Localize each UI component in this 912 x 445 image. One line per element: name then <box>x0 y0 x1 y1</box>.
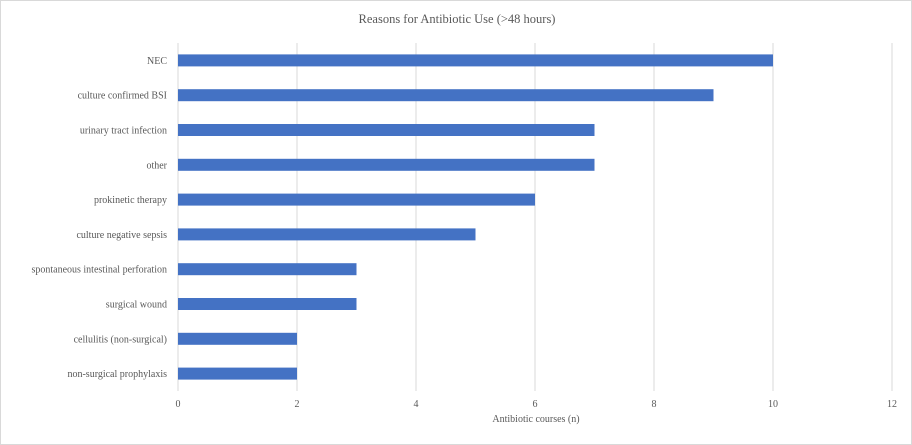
x-tick-label: 0 <box>176 399 181 410</box>
x-tick-label: 12 <box>887 399 897 410</box>
bar <box>178 228 476 241</box>
category-label: prokinetic therapy <box>94 195 167 206</box>
category-label: surgical wound <box>106 300 167 311</box>
x-tick-label: 2 <box>295 399 300 410</box>
category-label: non-surgical prophylaxis <box>67 369 167 380</box>
category-label: culture confirmed BSI <box>78 91 167 102</box>
category-label: culture negative sepsis <box>76 230 167 241</box>
category-label: spontaneous intestinal perforation <box>31 265 167 276</box>
category-label: other <box>146 160 167 171</box>
x-tick-label: 6 <box>533 399 538 410</box>
x-tick-label: 8 <box>652 399 657 410</box>
x-axis-label: Antibiotic courses (n) <box>492 414 579 425</box>
bar <box>178 124 595 136</box>
category-labels: NEC culture confirmed BSI urinary tract in… <box>31 56 167 380</box>
category-label: NEC <box>147 56 167 67</box>
bar <box>178 332 297 345</box>
chart-title: Reasons for Antibiotic Use (>48 hours) <box>359 12 556 26</box>
bar <box>178 263 357 276</box>
bars <box>178 54 773 380</box>
x-tick-labels: 0 2 4 6 8 10 12 <box>176 399 898 410</box>
bar <box>178 367 297 380</box>
category-label: urinary tract infection <box>80 126 167 137</box>
bar <box>178 158 595 171</box>
bar <box>178 193 535 206</box>
bar <box>178 54 773 67</box>
category-label: cellulitis (non-surgical) <box>74 334 167 345</box>
x-tick-label: 10 <box>768 399 778 410</box>
bar <box>178 89 714 102</box>
x-tick-label: 4 <box>414 399 419 410</box>
bar <box>178 298 357 310</box>
